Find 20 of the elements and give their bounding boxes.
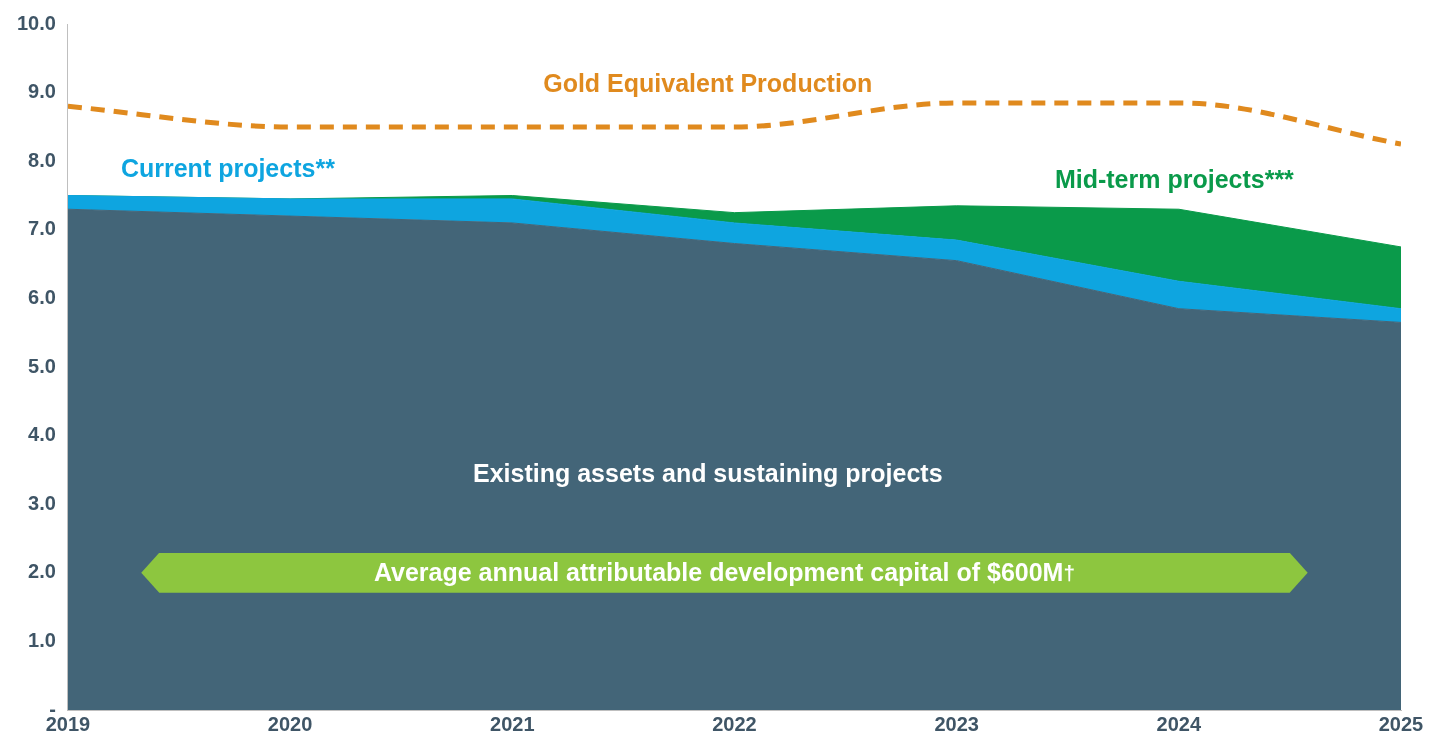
y-tick-label: 3.0 xyxy=(28,491,56,514)
series-label: Existing assets and sustaining projects xyxy=(473,459,943,488)
y-tick-label: 6.0 xyxy=(28,285,56,308)
y-tick-label: 1.0 xyxy=(28,628,56,651)
series-label: Mid-term projects*** xyxy=(1054,165,1295,194)
y-tick-label: 7.0 xyxy=(28,217,56,240)
y-tick-label: 2.0 xyxy=(28,560,56,583)
y-tick-label: 8.0 xyxy=(28,148,56,171)
series-label: Gold Equivalent Production xyxy=(543,68,873,97)
x-tick-label: 2023 xyxy=(934,712,979,735)
y-tick-label: 4.0 xyxy=(28,423,56,446)
x-tick-label: 2025 xyxy=(1378,712,1424,735)
series-label: Current projects** xyxy=(120,153,336,182)
x-tick-label: 2021 xyxy=(490,712,535,735)
x-tick-label: 2020 xyxy=(267,712,313,735)
y-tick-label: 10.0 xyxy=(16,11,56,34)
y-tick-label: 9.0 xyxy=(28,80,56,103)
y-tick-label: 5.0 xyxy=(28,354,56,377)
x-tick-label: 2024 xyxy=(1156,712,1202,735)
x-tick-label: 2022 xyxy=(712,712,757,735)
